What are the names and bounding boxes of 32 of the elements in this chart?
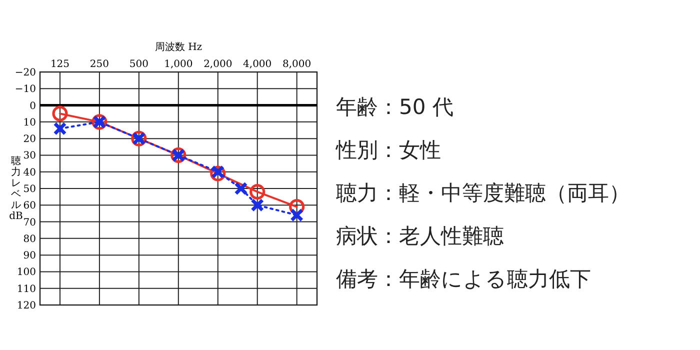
y-tick-label: 90: [23, 250, 36, 262]
y-tick-label: 10: [23, 117, 36, 128]
x-tick-label: 8,000: [282, 59, 312, 70]
point: [53, 122, 67, 136]
x-tick-label: 500: [129, 59, 148, 70]
x-tick-label: 2,000: [204, 59, 232, 70]
x-tick-label: 250: [90, 59, 110, 70]
text: 聴力：軽・中等度難聴（両耳）: [336, 181, 630, 205]
text: 病状：老人性難聴: [336, 224, 504, 248]
x-axis-title: 周波数 Hz: [154, 41, 202, 53]
x-tick-label: 125: [50, 59, 70, 70]
y-tick-label: −20: [14, 68, 36, 78]
y-tick-label: 0: [30, 100, 36, 112]
text: 備考：年齢による聴力低下: [336, 267, 591, 291]
y-tick-label: 120: [16, 300, 36, 312]
x-tick-label: 1,000: [164, 59, 193, 70]
y-tick-label: −10: [14, 84, 36, 96]
y-tick-label: 80: [23, 234, 36, 245]
x-tick-label: 4,000: [243, 59, 272, 70]
y-tick-label: 40: [23, 167, 36, 178]
point: [52, 106, 68, 122]
text: 年齢：50 代: [336, 95, 454, 119]
text: 性別：女性: [335, 138, 441, 162]
y-tick-label: 70: [23, 217, 36, 228]
point: [250, 184, 266, 200]
y-tick-label: 110: [16, 284, 36, 295]
y-tick-label: 30: [23, 150, 36, 162]
y-axis-title: 聴力レベルdB: [9, 155, 23, 222]
y-tick-label: 60: [23, 200, 36, 212]
y-tick-label: 100: [16, 267, 36, 278]
y-tick-label: 20: [23, 134, 36, 146]
y-tick-label: 50: [23, 184, 36, 195]
